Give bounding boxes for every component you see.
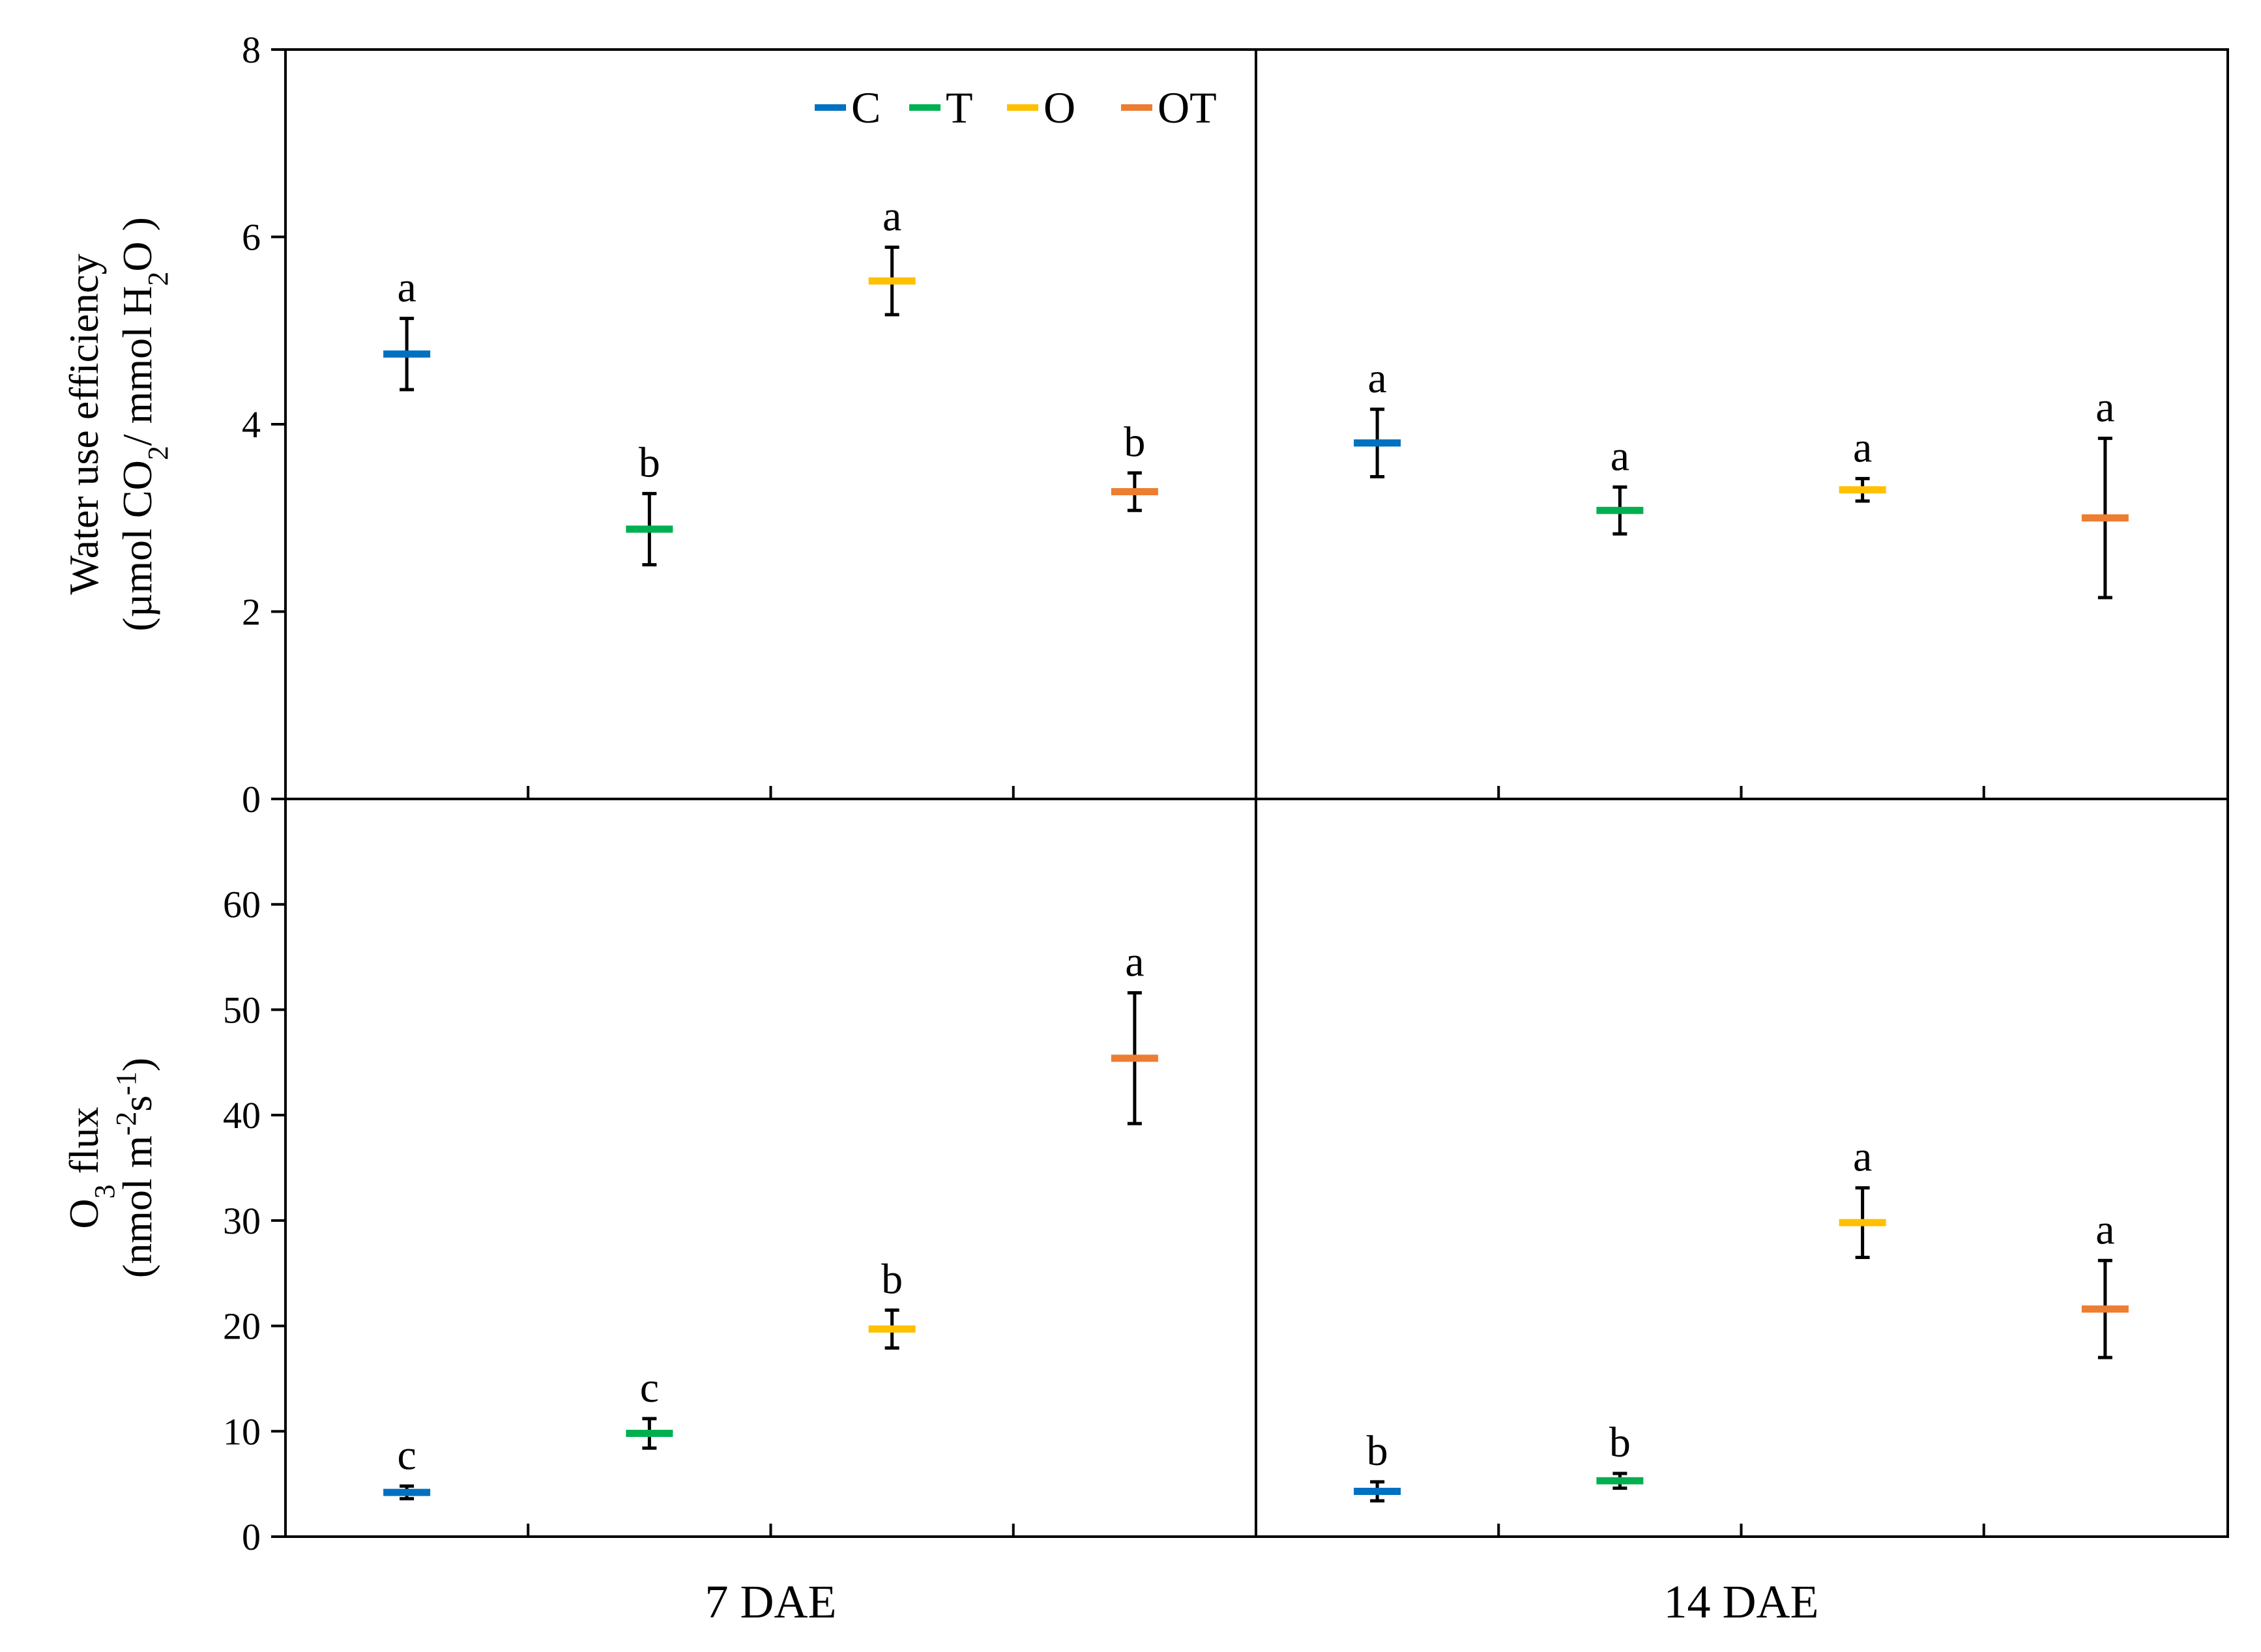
y-axis-title-segment: s <box>114 1095 160 1112</box>
y-axis-title-segment: O ) <box>114 217 160 272</box>
y-tick-label: 50 <box>223 989 261 1031</box>
y-axis-title-segment: (nmol m <box>114 1135 160 1278</box>
y-axis-title-segment: -1 <box>110 1071 142 1095</box>
significance-letter: a <box>1125 938 1144 986</box>
y-axis-title-line: O3 flux <box>61 1107 121 1228</box>
significance-letter: a <box>2095 384 2114 431</box>
significance-letter: a <box>883 192 901 240</box>
y-tick-label: 60 <box>223 884 261 926</box>
significance-letter: b <box>1367 1427 1388 1475</box>
y-tick-label: 0 <box>242 778 261 820</box>
significance-letter: a <box>1367 355 1386 402</box>
significance-letter: c <box>397 1431 416 1479</box>
panel-o3-flux: 0 10 20 30 40 50 60 O3 flux (nmol m-2s-1) c b c b b a a… <box>61 884 2129 1558</box>
y-tick-label: 6 <box>242 216 261 259</box>
y-axis-title-segment: 3 <box>89 1184 121 1198</box>
significance-letter: a <box>1853 1133 1872 1181</box>
y-axis-title-line: Water use efficiency <box>61 254 107 594</box>
y-tick-label: 4 <box>242 403 261 446</box>
significance-letter: a <box>2095 1206 2114 1253</box>
legend-label-t: T <box>946 83 973 132</box>
significance-letter: c <box>640 1364 659 1412</box>
y-tick-label: 0 <box>242 1516 261 1558</box>
y-axis-title-segment: Water use efficiency <box>61 254 107 594</box>
significance-letter: b <box>1609 1419 1631 1466</box>
significance-letter: a <box>397 264 416 312</box>
significance-letter: a <box>1611 432 1629 480</box>
legend-label-ot: OT <box>1158 83 1217 132</box>
y-tick-label: 10 <box>223 1410 261 1453</box>
significance-letter: a <box>1853 424 1872 471</box>
y-tick-label: 20 <box>223 1305 261 1348</box>
y-tick-label: 8 <box>242 29 261 71</box>
y-axis-title-segment: O <box>61 1198 107 1228</box>
significance-letter: b <box>881 1255 903 1303</box>
y-axis-title-segment: 2 <box>142 272 174 286</box>
y-axis-title-segment: ) <box>114 1058 160 1071</box>
y-tick-label: 2 <box>242 591 261 633</box>
y-axis-title-segment: -2 <box>110 1112 142 1136</box>
y-axis-title-segment: (µmol CO <box>114 460 160 631</box>
legend: C T O OT <box>815 83 1217 132</box>
significance-letter: b <box>1124 418 1145 466</box>
legend-label-o: O <box>1043 83 1075 132</box>
y-tick-label: 40 <box>223 1094 261 1137</box>
y-axis-title-segment: flux <box>61 1107 107 1184</box>
y-axis-title-line: (µmol CO2/ mmol H2O ) <box>114 217 174 631</box>
legend-label-c: C <box>851 83 881 132</box>
y-axis-title-segment: 2 <box>142 446 174 460</box>
x-category-labels: 7 DAE 14 DAE <box>705 1576 1819 1628</box>
significance-letter: b <box>639 439 660 486</box>
y-axis-title-line: (nmol m-2s-1) <box>110 1058 161 1278</box>
x-category-label: 7 DAE <box>705 1576 837 1628</box>
y-tick-label: 30 <box>223 1200 261 1242</box>
plot-frame <box>284 48 2229 1538</box>
y-axis-title-segment: / mmol H <box>114 286 160 446</box>
x-category-label: 14 DAE <box>1664 1576 1819 1628</box>
